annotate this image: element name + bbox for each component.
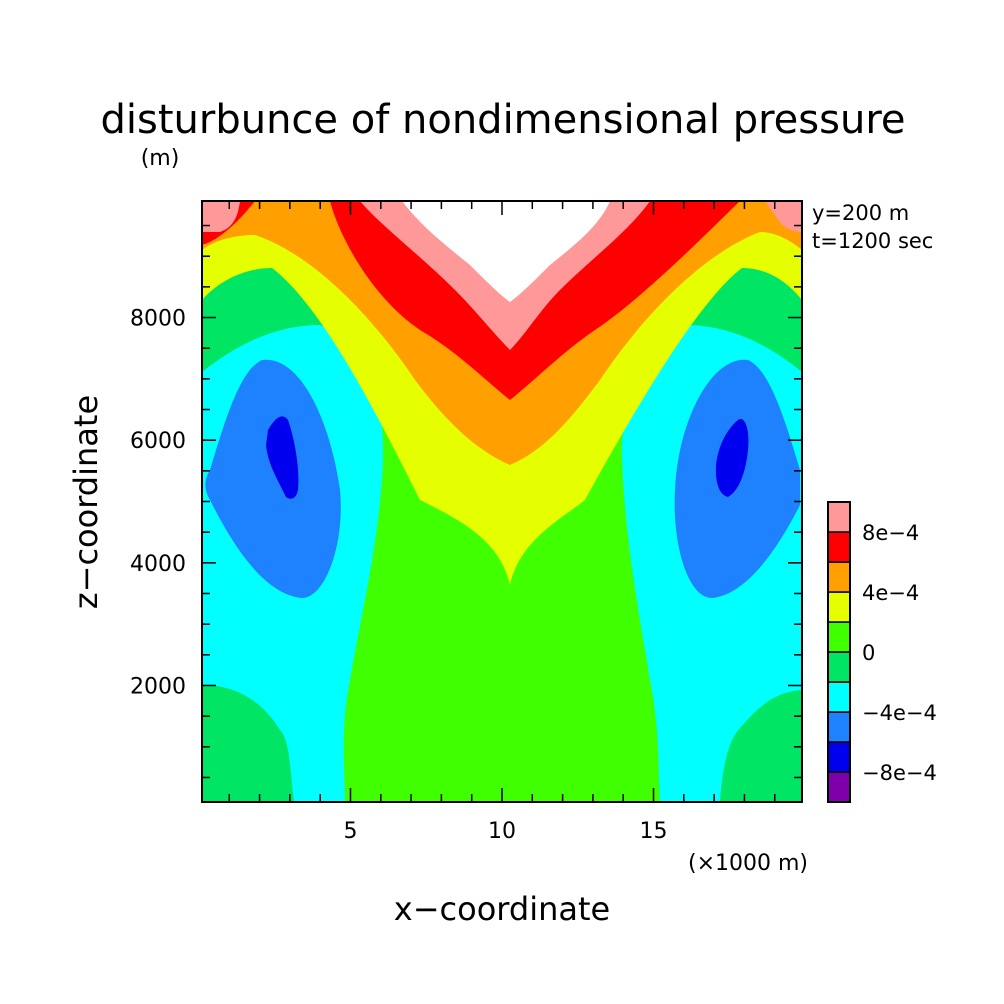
- colorbar-labels: −8e−4 −4e−4 0 4e−4 8e−4: [862, 521, 937, 785]
- y-tick-label: 8000: [130, 307, 186, 332]
- x-tick-label: 15: [640, 819, 668, 844]
- colorbar-swatch: [827, 621, 851, 653]
- x-tick-label: 10: [488, 819, 516, 844]
- colorbar-swatch: [827, 651, 851, 683]
- y-axis-ticks: 2000 4000 6000 8000: [130, 224, 802, 779]
- x-axis-label: x−coordinate: [394, 890, 610, 928]
- chart-title: disturbunce of nondimensional pressure: [101, 97, 906, 143]
- colorbar-swatch: [827, 681, 851, 713]
- contour-bands: [202, 201, 802, 802]
- colorbar-swatch: [827, 741, 851, 773]
- colorbar-swatch: [827, 561, 851, 593]
- colorbar-label: −4e−4: [862, 701, 937, 725]
- y-tick-label: 2000: [130, 674, 186, 699]
- x-unit-note: (×1000 m): [688, 851, 808, 876]
- contour-band-pink-left: [202, 201, 240, 232]
- colorbar-frame: [827, 501, 851, 803]
- colorbar-label: 4e−4: [862, 581, 919, 605]
- contour-band-left-blue: [205, 359, 341, 598]
- units-label: (m): [141, 146, 180, 171]
- colorbar-label: 0: [862, 641, 875, 665]
- colorbar-label: 8e−4: [862, 521, 919, 545]
- x-tick-label: 5: [343, 819, 357, 844]
- colorbar: [827, 501, 851, 803]
- y-tick-label: 4000: [130, 552, 186, 577]
- colorbar-swatch: [827, 771, 851, 803]
- y-tick-label: 6000: [130, 429, 186, 454]
- y-axis-label: z−coordinate: [67, 395, 105, 609]
- contour-low-left: [266, 416, 299, 499]
- colorbar-swatch: [827, 711, 851, 743]
- contour-low-right: [715, 419, 749, 497]
- plot-area: 5 10 15 2000 4000 6000 8000: [130, 200, 803, 844]
- contour-high-center: [402, 201, 610, 302]
- annotation-y: y=200 m: [812, 201, 909, 225]
- colorbar-swatch: [827, 591, 851, 623]
- colorbar-swatch: [827, 501, 851, 533]
- colorbar-label: −8e−4: [862, 761, 937, 785]
- annotation-t: t=1200 sec: [812, 229, 933, 253]
- colorbar-swatch: [827, 531, 851, 563]
- x-axis-ticks: 5 10 15: [228, 201, 776, 844]
